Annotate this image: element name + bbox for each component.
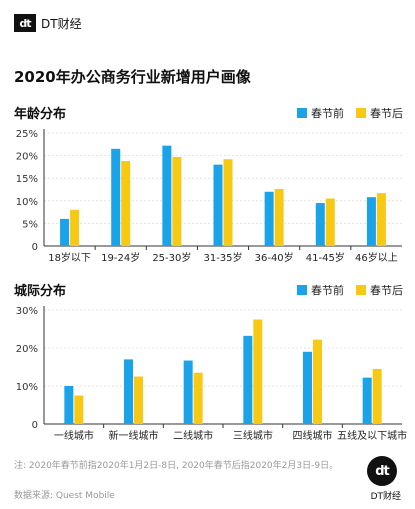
x-tick-label: 五线及以下城市 — [337, 429, 407, 442]
bar-before — [303, 351, 312, 424]
legend-label-before: 春节前 — [311, 107, 344, 120]
x-tick-label: 41-45岁 — [306, 251, 345, 264]
legend-swatch-after — [356, 108, 366, 118]
bar-before — [315, 203, 325, 246]
y-tick-label: 0 — [32, 420, 38, 431]
y-tick-label: 20% — [16, 344, 38, 355]
footnote: 注: 2020年春节前指2020年1月2日-8日, 2020年春节后指2020年… — [14, 461, 339, 471]
bar-after — [372, 368, 382, 424]
legend-swatch-after — [356, 285, 366, 295]
bar-before — [162, 145, 172, 246]
dt-footer-logo-icon: dt — [367, 456, 397, 486]
bar-after — [253, 319, 263, 424]
bar-after — [172, 156, 182, 246]
legend-label-before: 春节前 — [311, 284, 344, 297]
y-tick-label: 30% — [16, 306, 38, 317]
bar-after — [223, 159, 233, 246]
bar-after — [274, 189, 284, 246]
x-tick-label: 18岁以下 — [48, 251, 91, 264]
legend-swatch-before — [297, 108, 307, 118]
bar-before — [243, 335, 253, 424]
dt-logo-icon: dt — [14, 14, 36, 32]
bar-after — [121, 161, 131, 246]
age-bar-chart: 25% 20% 15% 10% 5% 0 18岁以下 19-24岁 25-30岁 31-35岁 36… — [16, 129, 402, 264]
bar-after — [70, 209, 80, 246]
x-tick-label: 31-35岁 — [203, 251, 242, 264]
brand-logo: dt DT财经 — [14, 14, 82, 32]
bar-before — [264, 191, 274, 246]
data-source: 数据来源: Quest Mobile — [14, 491, 115, 501]
legend-swatch-before — [297, 285, 307, 295]
y-tick-label: 10% — [16, 382, 38, 393]
legend-item-after: 春节后 — [356, 105, 403, 121]
bar-after — [193, 372, 203, 424]
bar-before — [60, 218, 70, 246]
bar-after — [313, 339, 322, 424]
bar-after — [134, 376, 143, 424]
x-tick-label: 25-30岁 — [152, 251, 191, 264]
y-tick-label: 15% — [16, 174, 38, 185]
bar-before — [183, 360, 193, 424]
x-tick-label: 四线城市 — [293, 429, 333, 442]
legend-label-after: 春节后 — [370, 107, 403, 120]
y-tick-label: 5% — [22, 219, 38, 230]
legend-item-after: 春节后 — [356, 282, 403, 298]
age-legend: 春节前 春节后 — [285, 105, 403, 121]
city-section-title: 城际分布 — [14, 284, 67, 299]
bar-before — [124, 359, 133, 424]
y-tick-label: 25% — [16, 129, 38, 140]
x-tick-label: 19-24岁 — [101, 251, 140, 264]
bar-before — [362, 377, 372, 424]
x-tick-label: 46岁以上 — [355, 251, 398, 264]
legend-item-before: 春节前 — [297, 282, 344, 298]
legend-label-after: 春节后 — [370, 284, 403, 297]
bar-before — [213, 164, 223, 246]
age-section-title: 年龄分布 — [14, 107, 67, 122]
legend-item-before: 春节前 — [297, 105, 344, 121]
city-bar-chart: 30% 20% 10% 0 一线城市 新一线城市 二线城市 三线城市 四线城市 五线及以下城市 — [16, 306, 407, 442]
y-tick-label: 10% — [16, 197, 38, 208]
bar-before — [64, 386, 74, 424]
x-tick-label: 一线城市 — [54, 429, 94, 442]
bar-before — [366, 197, 376, 246]
footer-brand-name: DT财经 — [370, 492, 401, 502]
bar-after — [74, 395, 84, 424]
x-tick-label: 三线城市 — [233, 429, 273, 442]
x-tick-label: 二线城市 — [173, 429, 213, 442]
y-tick-label: 0 — [32, 242, 38, 253]
city-legend: 春节前 春节后 — [285, 282, 403, 298]
page-title: 2020年办公商务行业新增用户画像 — [14, 68, 251, 86]
brand-name: DT财经 — [41, 16, 82, 31]
bar-after — [325, 198, 335, 246]
bar-before — [111, 148, 121, 246]
bar-after — [376, 193, 386, 246]
x-tick-label: 新一线城市 — [109, 429, 159, 442]
y-tick-label: 20% — [16, 152, 38, 163]
x-tick-label: 36-40岁 — [255, 251, 294, 264]
